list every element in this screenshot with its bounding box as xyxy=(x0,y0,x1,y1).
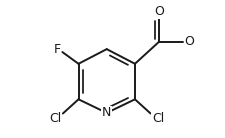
Text: O: O xyxy=(153,5,163,18)
Text: Cl: Cl xyxy=(152,112,164,125)
Text: O: O xyxy=(184,35,194,48)
Text: N: N xyxy=(102,106,111,119)
Text: F: F xyxy=(53,43,60,56)
Text: Cl: Cl xyxy=(49,112,61,125)
